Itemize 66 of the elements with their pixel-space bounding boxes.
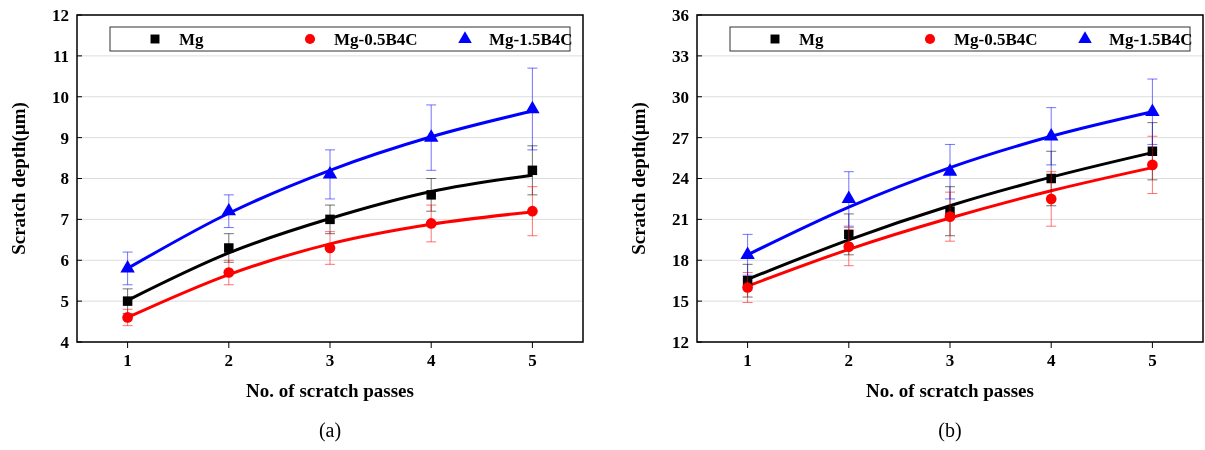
x-tick-label: 5 <box>1148 351 1157 370</box>
y-tick-label: 4 <box>60 332 70 352</box>
point <box>944 211 956 222</box>
x-tick-label: 1 <box>743 351 752 370</box>
legend-label: Mg <box>799 29 825 49</box>
point <box>742 282 753 293</box>
y-tick-label: 11 <box>52 46 69 66</box>
legend-label: Mg-0.5B4C <box>954 29 1038 49</box>
point <box>844 229 854 240</box>
point <box>1147 146 1158 156</box>
y-tick-label: 18 <box>672 251 689 271</box>
point <box>423 129 439 142</box>
x-tick-label: 4 <box>1046 351 1056 370</box>
point <box>1043 127 1059 141</box>
y-tick-label: 8 <box>60 169 69 189</box>
y-tick-label: 7 <box>60 210 70 230</box>
legend-label: Mg-0.5B4C <box>334 29 418 49</box>
x-tick-label: 3 <box>945 351 955 370</box>
y-tick-label: 24 <box>672 169 690 189</box>
x-tick-label: 2 <box>224 351 234 370</box>
legend-label: Mg-1.5B4C <box>1109 29 1193 49</box>
y-tick-label: 5 <box>60 292 69 312</box>
y-tick-label: 30 <box>672 87 689 107</box>
y-tick-label: 10 <box>52 87 69 107</box>
x-tick-label: 5 <box>528 351 537 370</box>
y-axis-title: Scratch depth(μm) <box>8 102 30 255</box>
point <box>1147 159 1158 171</box>
point <box>224 243 234 253</box>
point <box>1145 103 1160 116</box>
x-axis-title: No. of scratch passes <box>866 380 1034 401</box>
point <box>942 163 958 176</box>
y-tick-label: 36 <box>672 5 689 25</box>
y-tick-label: 6 <box>60 251 69 271</box>
y-tick-label: 33 <box>672 46 689 66</box>
point <box>122 296 133 306</box>
point <box>120 260 135 273</box>
point <box>527 205 538 217</box>
point <box>221 202 237 216</box>
point <box>843 241 855 252</box>
point <box>325 214 335 225</box>
point <box>841 190 857 204</box>
x-axis-title: No. of scratch passes <box>246 380 414 401</box>
point <box>1045 193 1057 205</box>
y-axis-title: Scratch depth(μm) <box>628 102 650 255</box>
x-tick-label: 2 <box>844 351 854 370</box>
point <box>324 242 336 254</box>
point <box>1046 173 1056 184</box>
y-tick-label: 12 <box>52 5 69 25</box>
legend-label: Mg-1.5B4C <box>489 29 573 49</box>
point <box>223 267 235 278</box>
y-tick-label: 15 <box>672 292 689 312</box>
x-tick-label: 3 <box>325 351 335 370</box>
y-tick-label: 21 <box>672 210 689 230</box>
y-tick-label: 9 <box>60 128 69 148</box>
text: (a) <box>318 419 342 442</box>
legend-label: Mg <box>179 29 205 49</box>
point <box>425 218 437 229</box>
point <box>426 190 436 200</box>
point <box>527 165 538 176</box>
point <box>525 100 540 114</box>
text: (b) <box>938 419 962 442</box>
y-tick-label: 27 <box>672 128 690 148</box>
point <box>322 166 338 179</box>
x-tick-label: 1 <box>123 351 132 370</box>
y-tick-label: 12 <box>672 332 689 352</box>
x-tick-label: 4 <box>426 351 436 370</box>
